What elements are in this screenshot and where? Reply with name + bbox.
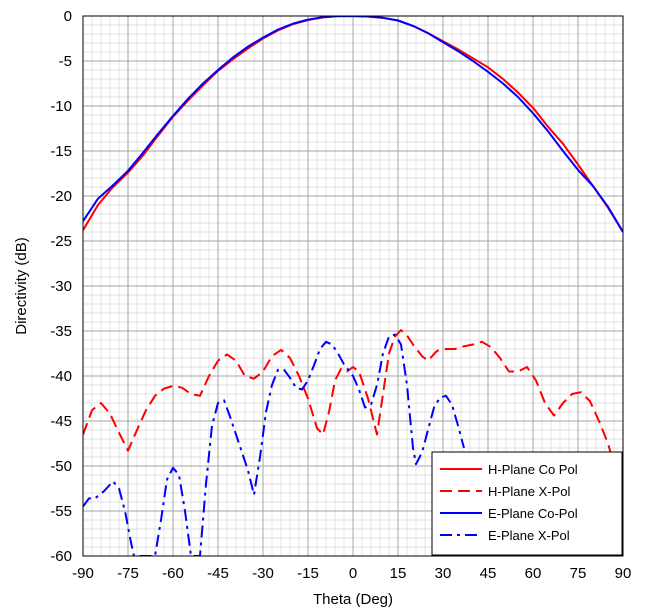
y-tick-label: -30 <box>50 278 72 295</box>
y-tick-label: -40 <box>50 368 72 385</box>
series-layer <box>83 16 623 556</box>
legend-label: H-Plane Co Pol <box>488 462 578 477</box>
y-tick-label: -25 <box>50 233 72 250</box>
x-tick-label: 60 <box>525 565 542 582</box>
y-axis-title: Directivity (dB) <box>13 237 30 335</box>
x-tick-label: -60 <box>162 565 184 582</box>
y-tick-label: -10 <box>50 98 72 115</box>
x-tick-label: -30 <box>252 565 274 582</box>
x-tick-label: 90 <box>615 565 632 582</box>
x-tick-label: 30 <box>435 565 452 582</box>
y-tick-label: 0 <box>64 8 72 25</box>
x-tick-label: 75 <box>570 565 587 582</box>
y-tick-label: -35 <box>50 323 72 340</box>
y-tick-label: -45 <box>50 413 72 430</box>
plot-frame <box>82 15 624 557</box>
x-tick-label: -90 <box>72 565 94 582</box>
y-tick-label: -20 <box>50 188 72 205</box>
series-line-h-plane-x-pol <box>83 329 623 494</box>
x-tick-label: 15 <box>390 565 407 582</box>
x-tick-label: -75 <box>117 565 139 582</box>
x-tick-label: 0 <box>349 565 357 582</box>
y-tick-labels: 0 -5 -10 -15 -20 -25 -30 -35 -40 -45 -50 -55 -60 <box>50 8 72 565</box>
y-tick-label: -15 <box>50 143 72 160</box>
major-grid <box>82 15 624 557</box>
series-line-e-plane-x-pol <box>83 333 465 556</box>
y-tick-label: -5 <box>59 53 72 70</box>
y-tick-label: -60 <box>50 548 72 565</box>
legend-label: E-Plane Co-Pol <box>488 506 578 521</box>
x-axis-title: Theta (Deg) <box>313 591 393 608</box>
x-tick-label: -45 <box>207 565 229 582</box>
x-tick-label: -15 <box>297 565 319 582</box>
legend-label: E-Plane X-Pol <box>488 528 570 543</box>
x-tick-label: 45 <box>480 565 497 582</box>
legend-label: H-Plane X-Pol <box>488 484 570 499</box>
series-line-e-plane-co-pol <box>83 16 623 233</box>
y-tick-label: -55 <box>50 503 72 520</box>
y-tick-label: -50 <box>50 458 72 475</box>
legend: H-Plane Co Pol H-Plane X-Pol E-Plane Co-Po… <box>431 451 623 556</box>
x-tick-labels: -90 -75 -60 -45 -30 -15 0 15 30 45 60 75 90 <box>72 565 631 582</box>
